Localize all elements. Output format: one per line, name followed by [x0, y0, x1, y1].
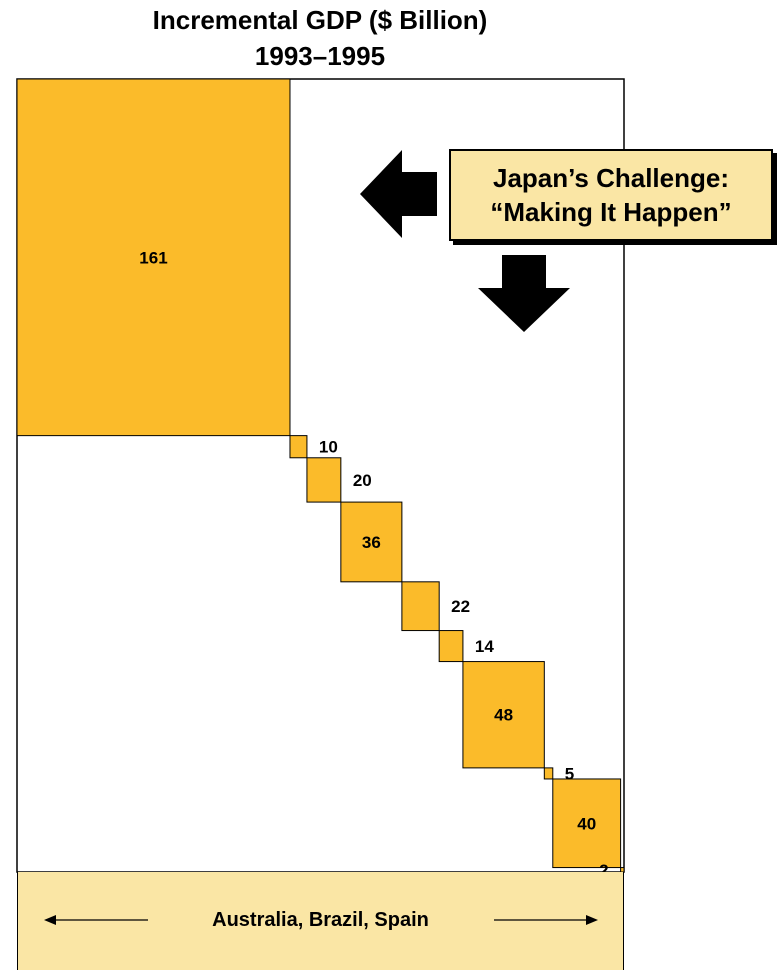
arrow-left-small-icon — [44, 915, 56, 925]
bar-10 — [620, 867, 625, 873]
bar-label-7: 48 — [494, 706, 513, 725]
bar-label-3: 20 — [353, 471, 372, 490]
bar-label-1: 161 — [139, 248, 167, 267]
callout-line-2: “Making It Happen” — [490, 197, 732, 227]
bar-label-5: 22 — [451, 597, 470, 616]
range-arrows — [44, 915, 598, 925]
bar-9 — [552, 778, 622, 869]
bar-label-6: 14 — [475, 637, 494, 656]
bars-group — [16, 78, 625, 873]
bar-label-8: 5 — [565, 764, 574, 783]
bar-7 — [462, 661, 545, 769]
bar-2 — [289, 435, 308, 459]
callout-line-1: Japan’s Challenge: — [493, 163, 729, 193]
arrow-right-small-icon — [586, 915, 598, 925]
bar-4 — [340, 501, 403, 583]
callout-box: Japan’s Challenge: “Making It Happen” — [449, 149, 773, 241]
arrow-down-icon — [478, 255, 570, 332]
chart-subtitle: 1993–1995 — [254, 41, 386, 71]
bar-label-9: 40 — [577, 814, 596, 833]
arrow-left-icon — [360, 150, 437, 238]
bar-3 — [306, 457, 342, 503]
bar-label-10: 2 — [599, 861, 608, 880]
bar-1 — [16, 78, 291, 437]
range-band: Australia, Brazil, Spain — [17, 872, 624, 970]
bar-8 — [543, 767, 554, 780]
bar-label-2: 10 — [319, 438, 338, 457]
bar-6 — [438, 630, 464, 663]
bar-label-4: 36 — [362, 533, 381, 552]
labels-group: 161 10 20 36 22 14 48 5 40 2 — [139, 248, 608, 879]
bar-5 — [401, 581, 440, 632]
chart-title: Incremental GDP ($ Billion) — [152, 5, 488, 35]
range-label: Australia, Brazil, Spain — [212, 909, 429, 931]
